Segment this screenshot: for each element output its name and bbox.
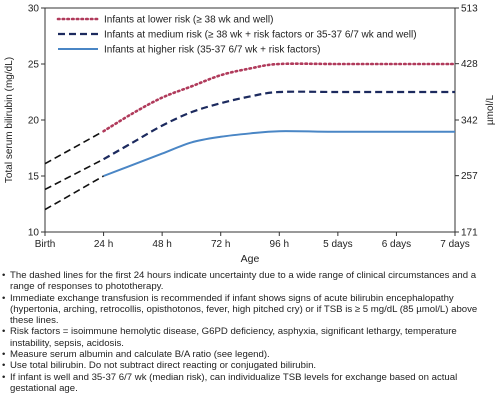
footnote-albumin: Measure serum albumin and calculate B/A … bbox=[2, 349, 496, 361]
y-right-tick-label: 513 bbox=[461, 4, 478, 15]
y-right-tick-label: 428 bbox=[461, 59, 478, 70]
plot-frame bbox=[44, 7, 456, 233]
series-2-line bbox=[103, 130, 455, 177]
x-axis-label: Age bbox=[241, 253, 260, 265]
x-tick-label: 5 days bbox=[323, 239, 352, 250]
chart-legend: Infants at lower risk (≥ 38 wk and well)… bbox=[56, 15, 417, 56]
footnote-risk-factors: Risk factors = isoimmune hemolytic disea… bbox=[2, 326, 496, 349]
y-axis-label: Total serum bilirubin (mg/dL) bbox=[4, 57, 15, 183]
series-0-line bbox=[102, 62, 457, 133]
chart-axes: Birth 24 h 48 h 72 h 96 h 5 days 6 days 7 days A… bbox=[4, 4, 496, 266]
series-0-uncertainty-line bbox=[44, 130, 104, 165]
y-right-tick-label: 342 bbox=[461, 116, 478, 127]
legend-label-1: Infants at medium risk (≥ 38 wk + risk f… bbox=[104, 30, 417, 41]
y-tick-label: 15 bbox=[28, 172, 40, 183]
footnote-total-bilirubin: Use total bilirubin. Do not subtract dir… bbox=[2, 360, 496, 372]
x-tick-label: 24 h bbox=[94, 239, 113, 250]
x-tick-label: 6 days bbox=[382, 239, 411, 250]
x-tick-label: 7 days bbox=[440, 239, 469, 250]
y-right-tick-label: 257 bbox=[461, 171, 478, 182]
footnote-uncertainty: The dashed lines for the first 24 hours … bbox=[2, 270, 496, 293]
footnotes-list: The dashed lines for the first 24 hours … bbox=[2, 270, 496, 394]
series-1-line bbox=[103, 90, 455, 161]
y-tick-label: 20 bbox=[28, 116, 40, 127]
y-tick-label: 25 bbox=[28, 60, 40, 71]
legend-label-0: Infants at lower risk (≥ 38 wk and well) bbox=[104, 15, 273, 26]
y-tick-label: 30 bbox=[28, 4, 40, 15]
chart-series bbox=[44, 62, 457, 211]
x-tick-label: Birth bbox=[35, 239, 56, 250]
series-2-uncertainty-line bbox=[44, 175, 104, 211]
series-1-uncertainty-line bbox=[44, 158, 104, 191]
footnote-individualize: If infant is well and 35-37 6/7 wk (medi… bbox=[2, 372, 496, 395]
y-right-tick-label: 171 bbox=[461, 228, 478, 239]
footnote-exchange-transfusion: Immediate exchange transfusion is recomm… bbox=[2, 293, 496, 327]
bilirubin-exchange-chart: Birth 24 h 48 h 72 h 96 h 5 days 6 days 7 days A… bbox=[4, 4, 496, 266]
legend-label-2: Infants at higher risk (35-37 6/7 wk + r… bbox=[104, 45, 320, 56]
x-tick-label: 72 h bbox=[211, 239, 230, 250]
y-tick-label: 10 bbox=[28, 228, 40, 239]
x-tick-label: 48 h bbox=[152, 239, 171, 250]
y-right-axis-label: µmol/L bbox=[485, 94, 496, 125]
x-tick-label: 96 h bbox=[270, 239, 289, 250]
